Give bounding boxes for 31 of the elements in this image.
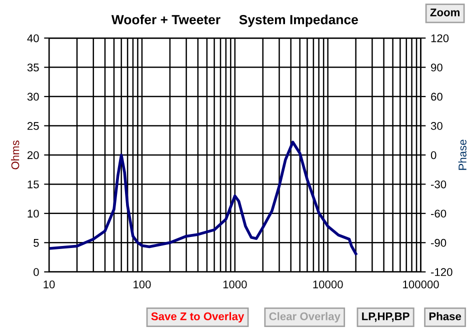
y2-tick-label: 0	[430, 151, 436, 160]
x-tick-label: 100000	[403, 280, 439, 288]
chart-title: Woofer + Tweeter System Impedance	[111, 14, 358, 27]
y2-tick-label: -90	[431, 238, 446, 247]
y-tick-label: 20	[28, 151, 39, 160]
y-tick-label: 0	[34, 268, 39, 276]
y2-tick-label: 90	[431, 64, 442, 72]
x-tick-label: 1000	[223, 280, 247, 288]
y-tick-label: 15	[28, 180, 39, 188]
y-tick-label: 5	[34, 239, 39, 247]
y-tick-label: 30	[27, 92, 39, 101]
y-tick-label: 35	[27, 64, 39, 72]
y2-tick-label: 60	[431, 92, 442, 101]
x-tick-label: 10	[44, 280, 55, 288]
y-tick-label: 40	[27, 34, 39, 42]
y2-tick-label: -120	[431, 268, 452, 276]
text: Zoom	[430, 8, 460, 16]
y2-tick-label: 30	[430, 122, 442, 130]
y-tick-label: 25	[28, 122, 39, 130]
y2-axis-title: Phase	[458, 140, 466, 170]
y-tick-label: 10	[28, 210, 39, 218]
text: LP,HP,BP	[362, 312, 410, 322]
x-tick-label: 10000	[313, 280, 343, 288]
x-tick-label: 100	[134, 280, 151, 288]
text: Phase	[429, 312, 462, 320]
text: Clear Overlay	[269, 312, 340, 322]
text: Save Z to Overlay	[151, 312, 244, 322]
y2-tick-label: -60	[431, 210, 446, 218]
y2-tick-label: 120	[431, 34, 449, 42]
y-axis-title: Ohms	[11, 140, 20, 170]
y2-tick-label: -30	[431, 180, 446, 188]
